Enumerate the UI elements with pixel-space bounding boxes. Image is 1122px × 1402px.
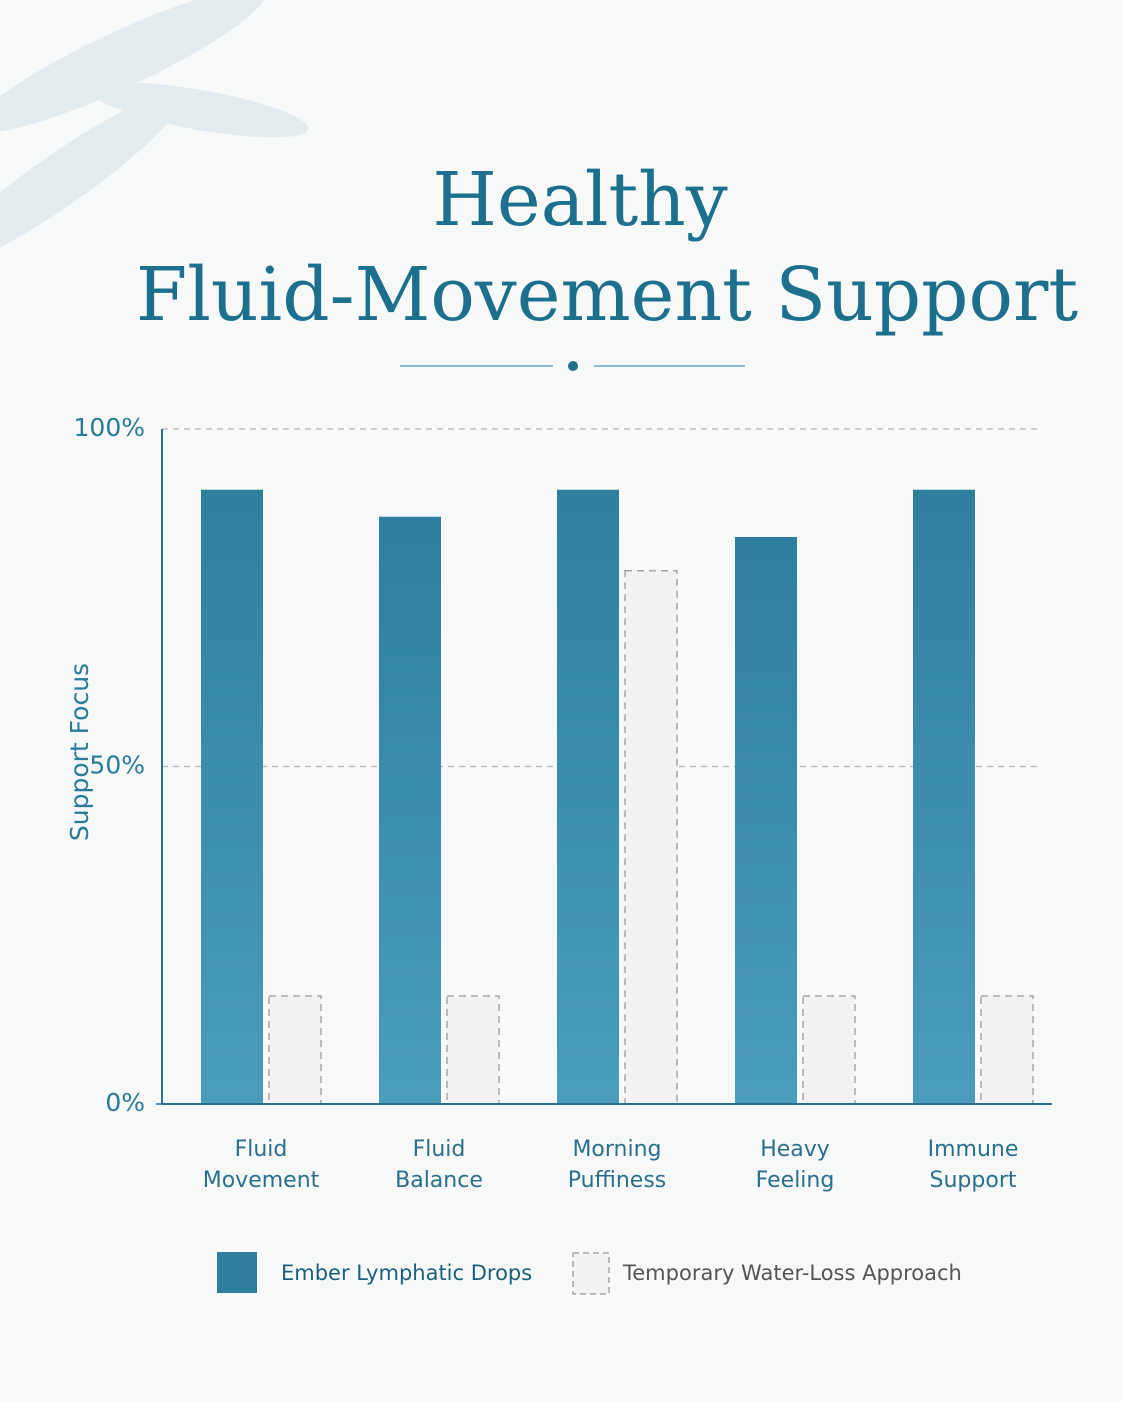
x-tick-label: Support	[930, 1168, 1017, 1193]
y-tick-label: 50%	[89, 751, 145, 780]
leaf-decoration	[0, 0, 309, 269]
bar	[980, 995, 1034, 1105]
x-tick-label: Balance	[395, 1168, 483, 1193]
legend-swatch	[572, 1252, 610, 1295]
bar	[379, 516, 441, 1104]
y-axis-title: Support Focus	[65, 663, 94, 841]
x-tick-label: Fluid	[235, 1137, 288, 1162]
x-tick-label: Morning	[572, 1137, 661, 1162]
legend-swatch	[217, 1252, 257, 1293]
x-tick-label: Heavy	[760, 1137, 830, 1162]
bar	[735, 537, 797, 1104]
x-tick-label: Movement	[203, 1168, 320, 1193]
x-tick-label: Immune	[928, 1137, 1019, 1162]
plot: 0% 50% 100% Fluid Movement Fluid Balance Mornin…	[74, 413, 1052, 1295]
x-tick-label: Puffiness	[568, 1168, 667, 1193]
y-tick-label: 0%	[105, 1088, 145, 1117]
bar	[446, 995, 500, 1105]
bar	[913, 489, 975, 1104]
x-tick-label: Feeling	[756, 1168, 835, 1193]
x-tick-label: Fluid	[413, 1137, 466, 1162]
title-divider	[400, 361, 745, 371]
chart-title: Fluid-Movement Support	[136, 252, 1079, 338]
bar	[268, 995, 322, 1105]
legend-label: Temporary Water-Loss Approach	[622, 1261, 962, 1285]
chart-title: Healthy	[432, 157, 728, 243]
legend-label: Ember Lymphatic Drops	[281, 1261, 532, 1285]
bar	[201, 489, 263, 1104]
bar	[557, 489, 619, 1104]
y-tick-label: 100%	[74, 413, 145, 442]
bar	[624, 570, 678, 1105]
bar	[802, 995, 856, 1105]
